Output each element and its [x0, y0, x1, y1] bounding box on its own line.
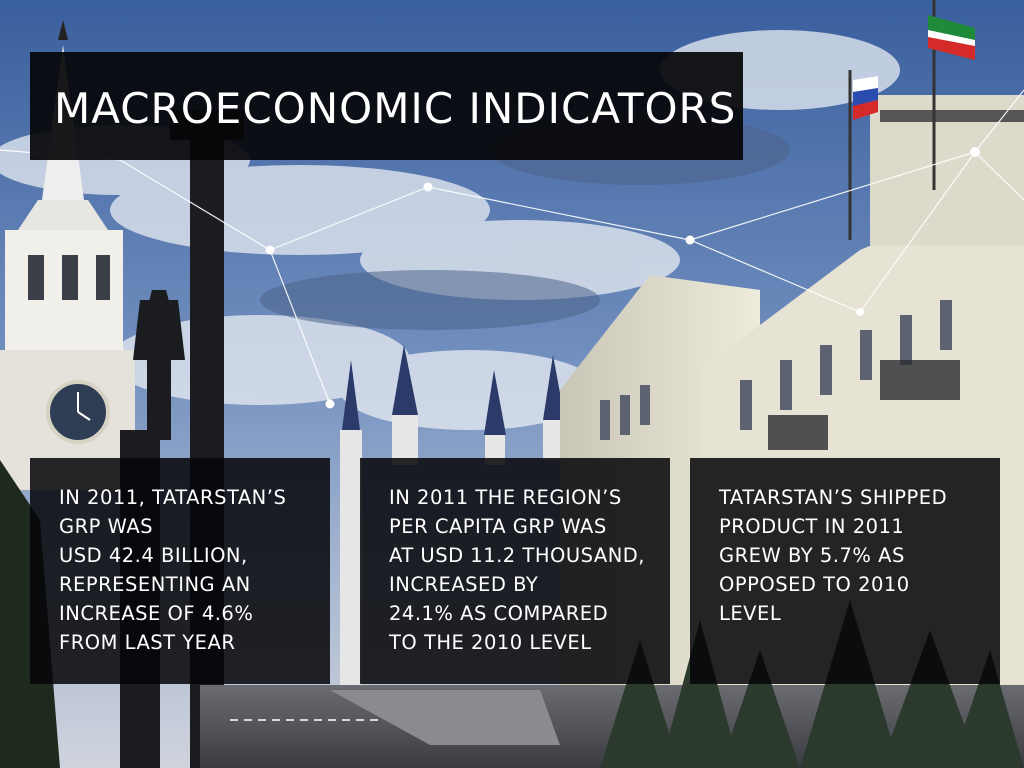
panel-text-line: FROM LAST YEAR	[59, 631, 236, 654]
panel-text-line: REPRESENTING AN	[59, 573, 251, 596]
panel-text-line: PRODUCT IN 2011	[719, 515, 905, 538]
panel-text-line: INCREASE OF 4.6%	[59, 602, 254, 625]
panel-text-line: OPPOSED TO 2010	[719, 573, 910, 596]
panel-text-line: 24.1% AS COMPARED	[389, 602, 609, 625]
indicator-panel-grp: IN 2011, TATARSTAN’S GRP WAS USD 42.4 BI…	[30, 458, 330, 684]
indicator-panel-shipped-product: TATARSTAN’S SHIPPED PRODUCT IN 2011 GREW…	[690, 458, 1000, 684]
panel-text-line: AT USD 11.2 THOUSAND,	[389, 544, 645, 567]
panel-text-line: TO THE 2010 LEVEL	[389, 631, 592, 654]
slide-title: MACROECONOMIC INDICATORS	[54, 84, 737, 133]
panel-text-line: INCREASED BY	[389, 573, 539, 596]
panel-text-line: GREW BY 5.7% AS	[719, 544, 905, 567]
panel-text-line: IN 2011 THE REGION’S	[389, 486, 622, 509]
panel-text-line: TATARSTAN’S SHIPPED	[719, 486, 948, 509]
panel-text-line: IN 2011, TATARSTAN’S	[59, 486, 287, 509]
panel-text-line: GRP WAS	[59, 515, 154, 538]
title-box: MACROECONOMIC INDICATORS	[30, 52, 743, 160]
panel-text-line: LEVEL	[719, 602, 782, 625]
panel-text-line: PER CAPITA GRP WAS	[389, 515, 607, 538]
panel-text-line: USD 42.4 BILLION,	[59, 544, 248, 567]
indicator-panel-per-capita: IN 2011 THE REGION’S PER CAPITA GRP WAS …	[360, 458, 670, 684]
